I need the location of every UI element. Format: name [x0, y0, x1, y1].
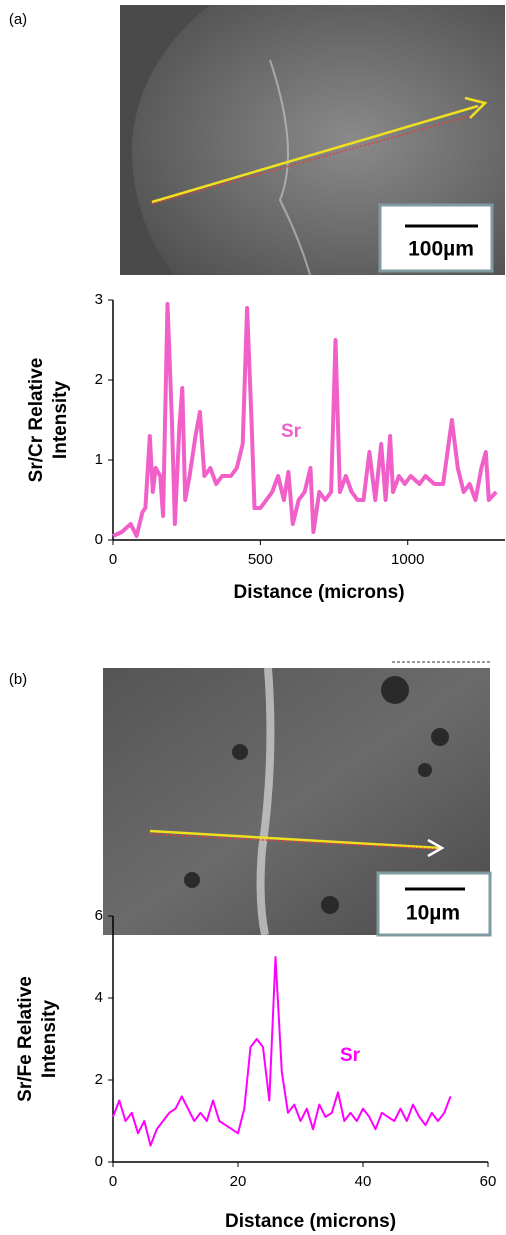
y-tick-label: 0 [95, 1153, 103, 1170]
panel-label: (b) [9, 671, 27, 688]
scale-bar-label: 10µm [406, 902, 460, 925]
panel-label: (a) [9, 11, 27, 28]
sem-image [103, 661, 492, 937]
y-tick-label: 2 [95, 1071, 103, 1088]
y-tick-label: 4 [95, 989, 103, 1006]
x-tick-label: 60 [480, 1173, 497, 1190]
y-axis-label: Intensity [50, 381, 71, 460]
x-tick-label: 500 [248, 551, 273, 568]
scale-bar-label: 100µm [408, 238, 474, 261]
data-line [112, 956, 452, 1147]
y-tick-label: 2 [95, 371, 103, 388]
y-axis-label: Sr/Fe Relative [15, 976, 36, 1102]
x-axis-label: Distance (microns) [233, 582, 404, 603]
y-axis-label: Sr/Cr Relative [26, 358, 47, 483]
x-tick-label: 0 [109, 1173, 117, 1190]
x-tick-label: 20 [230, 1173, 247, 1190]
y-tick-label: 6 [95, 907, 103, 924]
y-tick-label: 3 [95, 291, 103, 308]
x-tick-label: 1000 [391, 551, 424, 568]
x-tick-label: 40 [355, 1173, 372, 1190]
series-label: Sr [340, 1045, 361, 1066]
series-label: Sr [281, 421, 302, 442]
sem-image [120, 5, 505, 276]
data-line [112, 302, 498, 538]
x-axis-label: Distance (microns) [225, 1211, 396, 1232]
y-tick-label: 0 [95, 531, 103, 548]
y-axis-label: Intensity [39, 1000, 60, 1079]
y-tick-label: 1 [95, 451, 103, 468]
x-tick-label: 0 [109, 551, 117, 568]
